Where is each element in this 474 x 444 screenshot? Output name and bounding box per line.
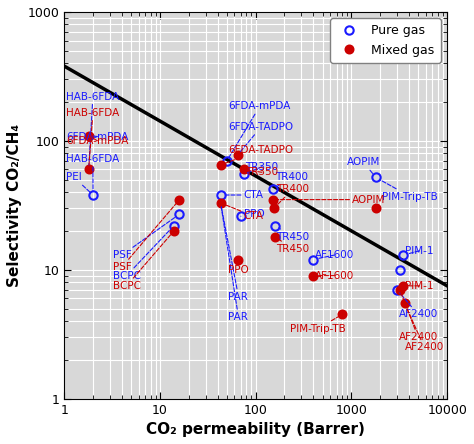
- Text: HAB-6FDA: HAB-6FDA: [66, 154, 119, 191]
- Text: PSF: PSF: [113, 203, 177, 272]
- Text: PPO: PPO: [241, 209, 264, 219]
- Text: HAB-6FDA: HAB-6FDA: [66, 108, 119, 165]
- Text: AOPIM: AOPIM: [277, 194, 385, 205]
- Text: 6FDA-TADPO: 6FDA-TADPO: [228, 122, 293, 151]
- Text: AF1600: AF1600: [315, 271, 354, 281]
- Text: 6FDA-TADPO: 6FDA-TADPO: [225, 145, 293, 163]
- Text: PIM-Trip-TB: PIM-Trip-TB: [290, 317, 346, 333]
- Text: PAR: PAR: [221, 207, 248, 301]
- X-axis label: CO₂ permeability (Barrer): CO₂ permeability (Barrer): [146, 422, 365, 437]
- Text: TR400: TR400: [276, 184, 309, 205]
- Text: BCPC: BCPC: [113, 229, 171, 281]
- Text: AF2400: AF2400: [405, 307, 444, 353]
- Text: PIM-Trip-TB: PIM-Trip-TB: [380, 179, 438, 202]
- Y-axis label: Selectivity CO₂/CH₄: Selectivity CO₂/CH₄: [7, 124, 22, 287]
- Text: TR450: TR450: [276, 228, 309, 242]
- Text: PAR: PAR: [221, 207, 248, 322]
- Legend: Pure gas, Mixed gas: Pure gas, Mixed gas: [330, 18, 441, 63]
- Text: CTA: CTA: [225, 204, 264, 221]
- Text: 6FDA-mPDA: 6FDA-mPDA: [66, 131, 128, 142]
- Text: BCPC: BCPC: [113, 234, 171, 291]
- Text: 6FDA-mPDA: 6FDA-mPDA: [228, 101, 291, 157]
- Text: TR400: TR400: [275, 172, 308, 187]
- Text: PIM-1: PIM-1: [405, 281, 433, 291]
- Text: AOPIM: AOPIM: [347, 158, 381, 174]
- Text: PPO: PPO: [228, 260, 249, 275]
- Text: PSF: PSF: [113, 217, 176, 260]
- Text: TR350: TR350: [246, 162, 278, 173]
- Text: AF1600: AF1600: [315, 250, 354, 260]
- Text: AF2400: AF2400: [399, 293, 438, 342]
- Text: PIM-1: PIM-1: [405, 246, 433, 256]
- Text: 6FDA-mPDA: 6FDA-mPDA: [66, 136, 128, 146]
- Text: HAB-6FDA: HAB-6FDA: [66, 92, 119, 165]
- Text: AF2400: AF2400: [399, 293, 438, 319]
- Text: TR450: TR450: [276, 239, 309, 254]
- Text: TR350: TR350: [246, 167, 278, 177]
- Text: PEI: PEI: [66, 172, 90, 192]
- Text: CTA: CTA: [225, 190, 264, 200]
